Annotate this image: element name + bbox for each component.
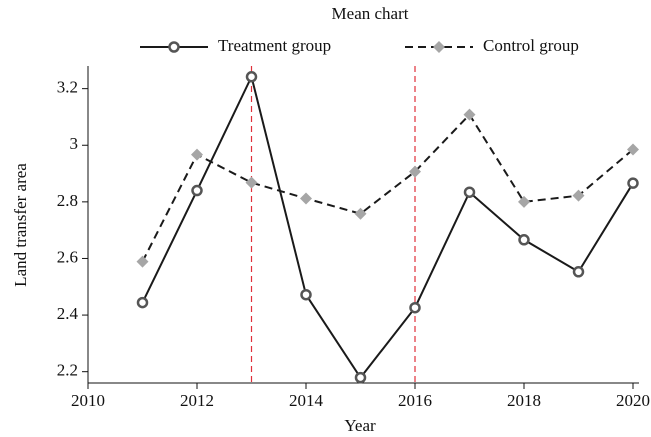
marker [300, 288, 312, 301]
marker [136, 255, 149, 268]
chart-title: Mean chart [332, 4, 409, 23]
y-tick-label: 2.6 [57, 247, 78, 266]
y-tick-label: 3 [70, 134, 79, 153]
series-line [141, 73, 634, 380]
x-tick-label: 2018 [507, 391, 541, 410]
marker [433, 41, 445, 53]
marker [463, 186, 476, 198]
y-tick-label: 2.8 [57, 191, 78, 210]
x-axis-label: Year [344, 416, 376, 435]
marker [136, 296, 149, 309]
marker [300, 192, 312, 205]
marker [518, 195, 530, 208]
x-tick-label: 2010 [71, 391, 105, 410]
x-tick-label: 2014 [289, 391, 324, 410]
marker [168, 41, 180, 53]
marker [409, 301, 421, 314]
y-tick-label: 3.2 [57, 78, 78, 97]
legend-label: Control group [483, 36, 579, 55]
marker [409, 165, 421, 178]
legend-label: Treatment group [218, 36, 331, 55]
x-tick-label: 2016 [398, 391, 432, 410]
marker [572, 266, 585, 278]
marker [354, 207, 367, 220]
marker [518, 234, 530, 246]
y-axis-label: Land transfer area [11, 163, 30, 287]
marker [627, 143, 639, 156]
marker [191, 184, 203, 197]
marker [354, 371, 367, 384]
marker [463, 108, 476, 121]
marker [245, 71, 258, 83]
marker [245, 176, 258, 189]
y-tick-label: 2.4 [57, 304, 79, 323]
marker [627, 177, 639, 189]
marker [191, 148, 203, 161]
x-tick-label: 2020 [616, 391, 650, 410]
x-tick-label: 2012 [180, 391, 214, 410]
marker [572, 189, 585, 202]
series-line [141, 113, 634, 263]
y-tick-label: 2.2 [57, 361, 78, 380]
